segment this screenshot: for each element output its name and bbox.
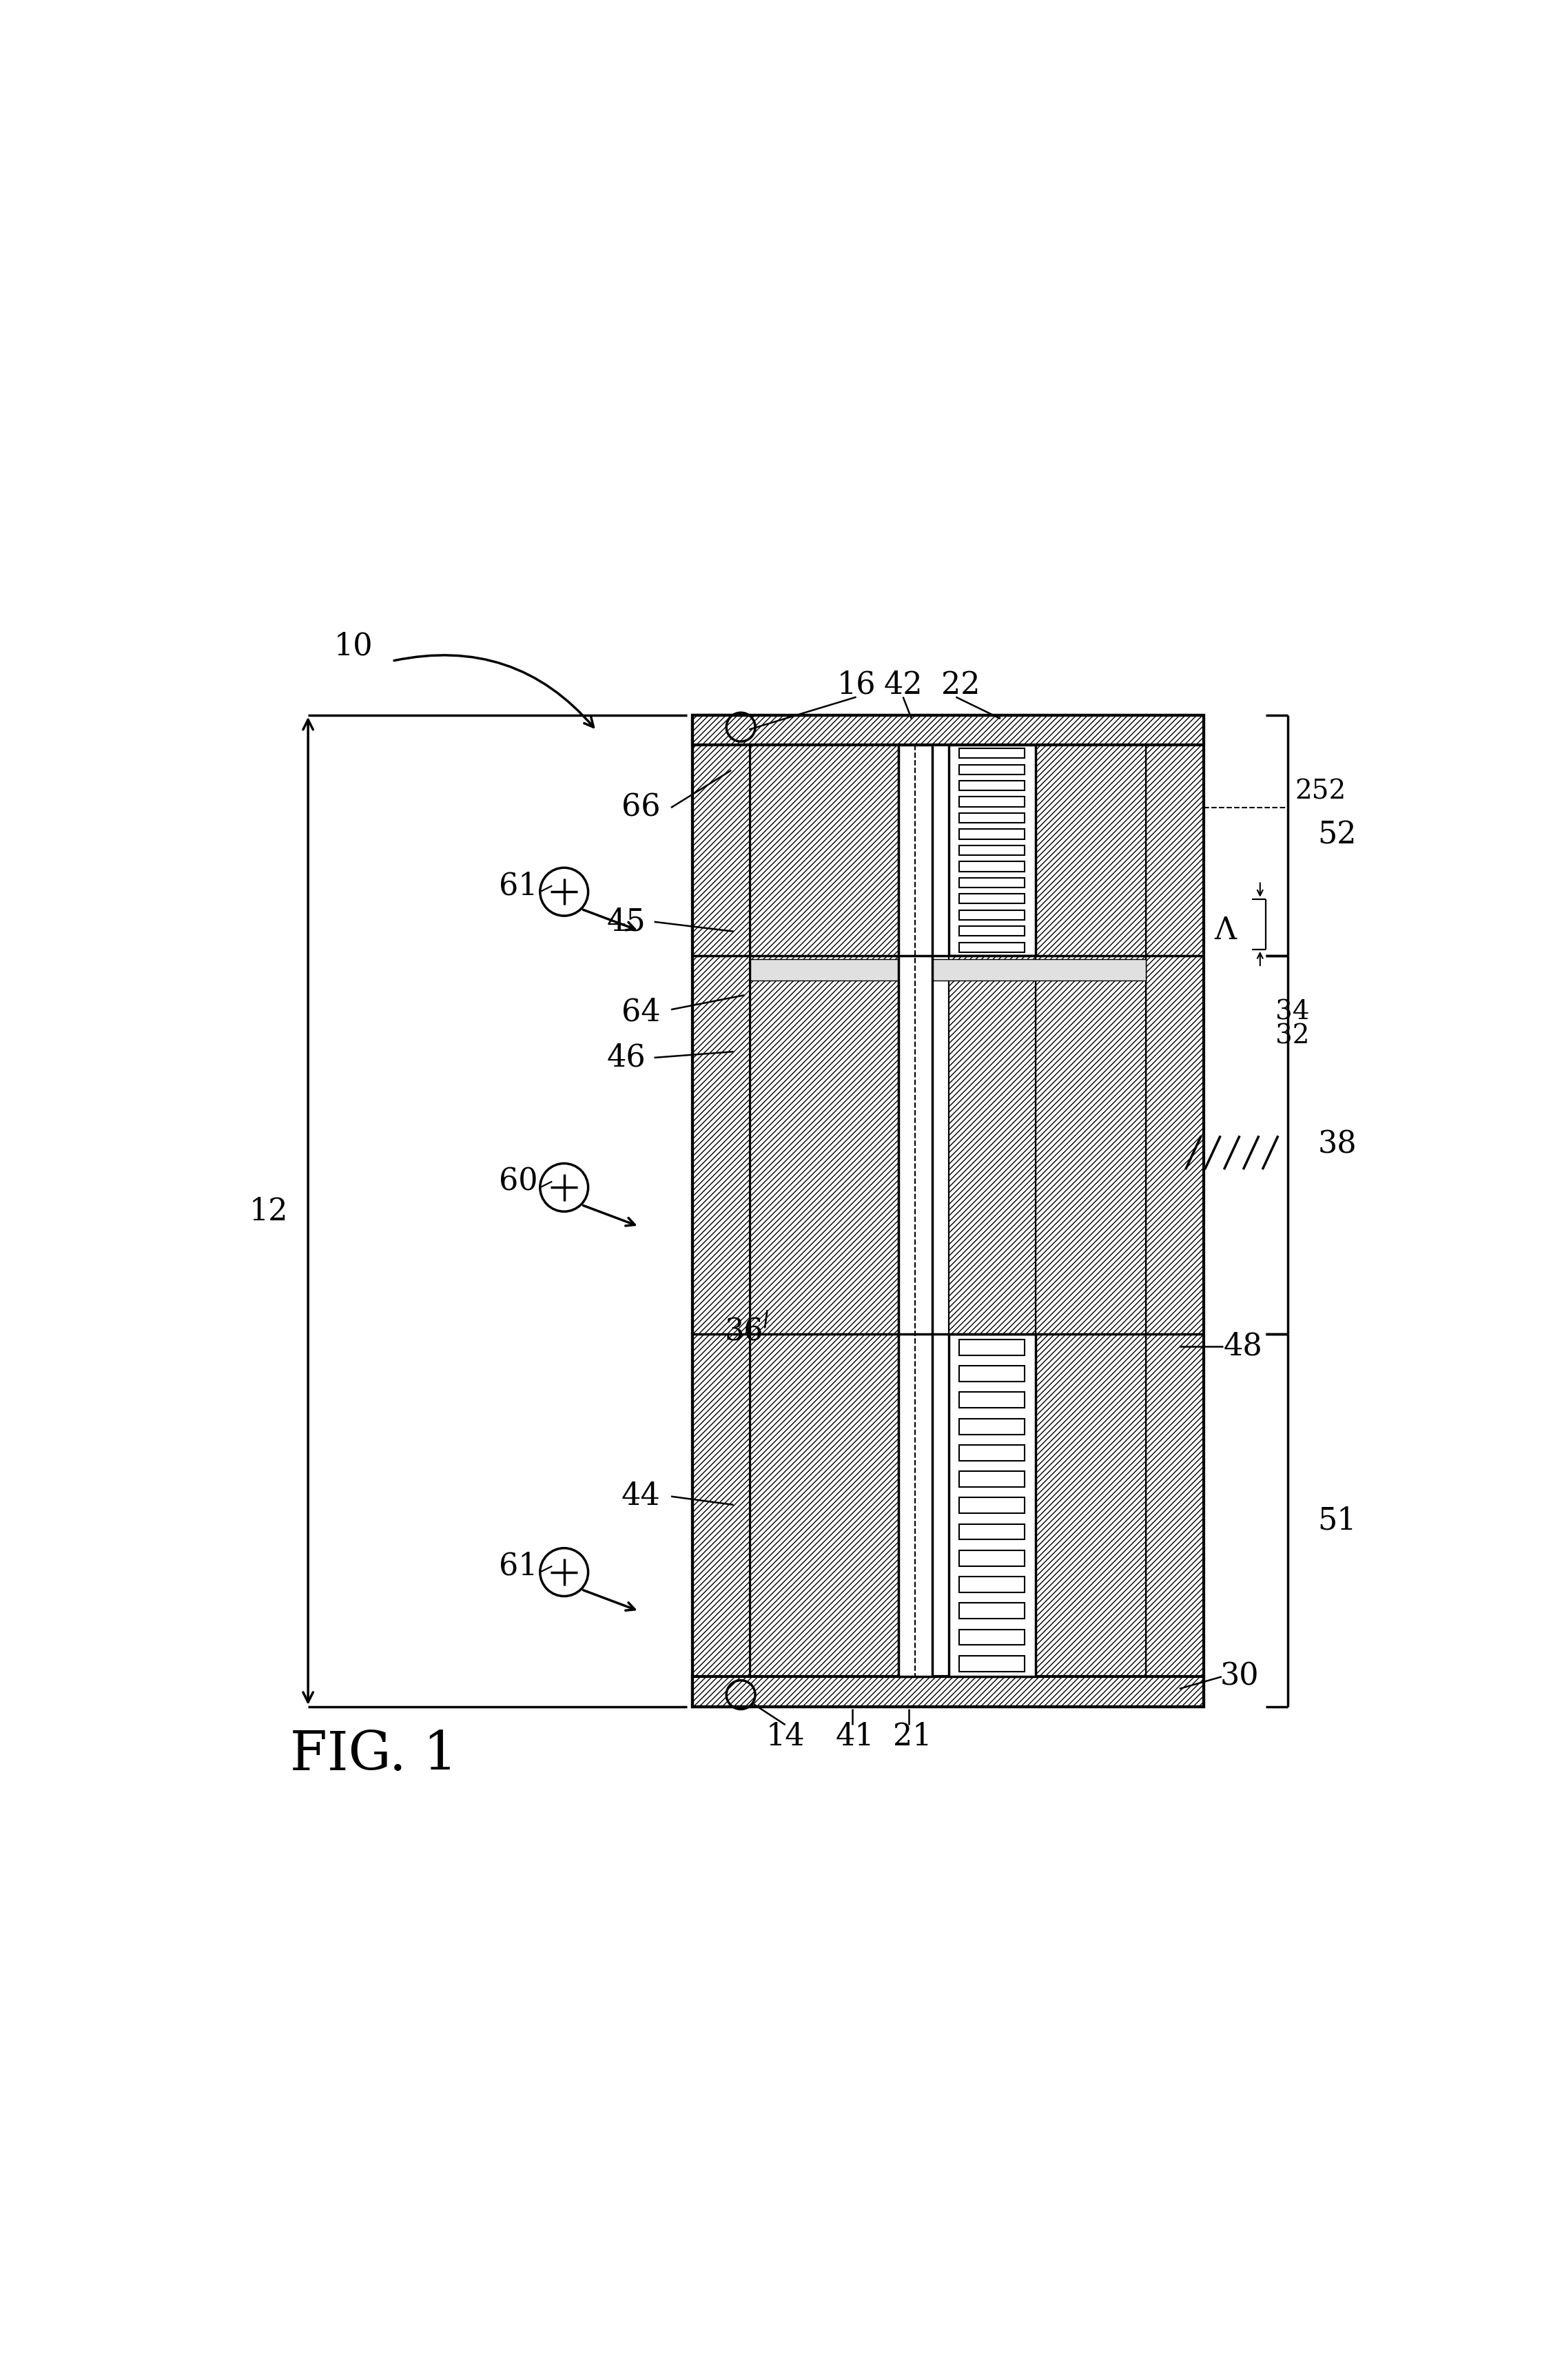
Text: 34: 34 <box>1275 1000 1311 1026</box>
Text: 44: 44 <box>622 1480 661 1511</box>
Text: 45: 45 <box>606 907 647 938</box>
Bar <box>693 714 751 1706</box>
Text: 52: 52 <box>1318 821 1357 850</box>
Text: 10: 10 <box>333 631 374 662</box>
Bar <box>959 1576 1025 1592</box>
Bar <box>1036 745 1146 1678</box>
Bar <box>959 764 1025 774</box>
Bar <box>959 845 1025 854</box>
Text: 21: 21 <box>893 1723 932 1752</box>
Bar <box>693 714 1204 1706</box>
Bar <box>959 797 1025 807</box>
Bar <box>959 878 1025 888</box>
Bar <box>959 1340 1025 1354</box>
Bar <box>949 745 1036 954</box>
Text: 14: 14 <box>766 1723 805 1752</box>
Bar <box>959 828 1025 840</box>
Text: 48: 48 <box>1224 1330 1263 1361</box>
Text: 22: 22 <box>941 671 980 700</box>
Text: 252: 252 <box>1295 778 1346 804</box>
Bar <box>898 745 932 1678</box>
Text: 61: 61 <box>499 871 538 900</box>
Bar <box>959 1392 1025 1409</box>
Text: 38: 38 <box>1318 1130 1357 1159</box>
Bar <box>949 954 1036 1335</box>
Bar <box>959 1604 1025 1618</box>
Text: 66: 66 <box>622 793 661 823</box>
Bar <box>959 926 1025 935</box>
Bar <box>959 781 1025 790</box>
Bar <box>959 895 1025 904</box>
Text: FIG. 1: FIG. 1 <box>290 1728 458 1780</box>
Text: 36: 36 <box>724 1316 763 1347</box>
Bar <box>959 1445 1025 1461</box>
Text: 12: 12 <box>250 1197 288 1226</box>
Bar <box>959 942 1025 952</box>
Bar <box>751 745 1146 1678</box>
Text: 61: 61 <box>499 1552 538 1580</box>
Text: 64: 64 <box>622 997 661 1026</box>
Bar <box>949 1335 1036 1678</box>
Text: 32: 32 <box>1275 1023 1309 1050</box>
Text: 51: 51 <box>1318 1507 1357 1535</box>
Bar <box>959 1549 1025 1566</box>
Bar <box>693 1678 1204 1706</box>
Bar <box>959 1497 1025 1514</box>
Bar <box>959 1523 1025 1540</box>
Bar <box>959 747 1025 759</box>
Bar <box>751 745 898 1678</box>
Bar <box>959 1656 1025 1671</box>
Text: 16: 16 <box>836 671 876 700</box>
Bar <box>959 862 1025 871</box>
Text: 46: 46 <box>606 1042 647 1073</box>
Bar <box>1036 745 1146 1678</box>
Bar <box>693 714 1204 1706</box>
Bar <box>959 1366 1025 1380</box>
Bar <box>959 814 1025 823</box>
Bar <box>959 1471 1025 1488</box>
Bar <box>693 714 1204 745</box>
Bar <box>959 909 1025 921</box>
Text: 30: 30 <box>1221 1661 1259 1692</box>
Text: 60: 60 <box>499 1166 538 1197</box>
Bar <box>959 1630 1025 1645</box>
Bar <box>959 1418 1025 1435</box>
Text: Λ: Λ <box>1214 916 1236 945</box>
Bar <box>751 959 1146 981</box>
Text: 41: 41 <box>836 1723 875 1752</box>
Text: 42: 42 <box>884 671 923 700</box>
